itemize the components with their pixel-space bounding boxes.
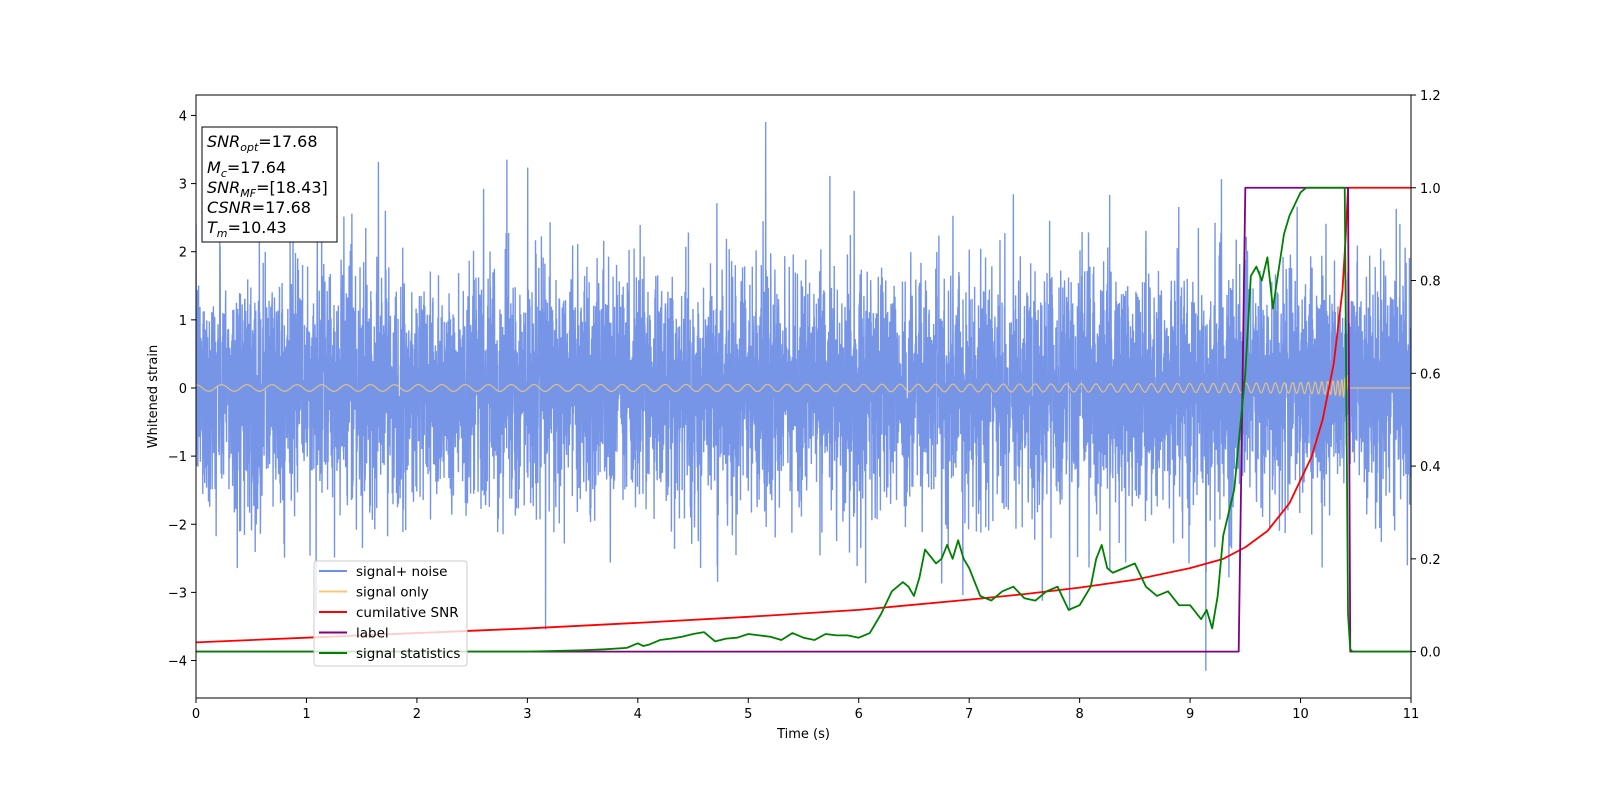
annotation-box: SNRopt=17.68 Mc=17.64 SNRMF=[18.43] CSNR… [201, 126, 338, 243]
series-cumulative-snr [196, 186, 1411, 644]
plot-area [196, 122, 1411, 671]
y2-tick-label: 1.0 [1420, 182, 1441, 197]
legend-label: signal+ noise [356, 564, 447, 580]
y-tick-label: −3 [168, 586, 187, 601]
annotation-snr-mf: SNRMF=[18.43] [207, 178, 328, 200]
series-signal-plus-noise [196, 122, 1411, 671]
x-axis: 0 1 2 3 4 5 6 7 8 9 10 11 [192, 698, 1419, 722]
y2-tick-label: 1.2 [1420, 89, 1441, 104]
x-axis-label: Time (s) [776, 727, 830, 742]
x-tick-label: 6 [855, 707, 863, 722]
y2-tick-label: 0.4 [1420, 460, 1441, 475]
legend: signal+ noise signal only cumilative SNR la… [313, 560, 468, 667]
legend-label: signal statistics [356, 646, 460, 662]
x-tick-label: 9 [1186, 707, 1194, 722]
y-tick-label: 0 [179, 382, 187, 397]
annotation-csnr: CSNR=17.68 [207, 198, 311, 217]
axes-frame [195, 94, 1412, 699]
y-tick-label: −4 [168, 655, 187, 670]
y-tick-label: 3 [179, 178, 187, 193]
x-tick-label: 4 [634, 707, 642, 722]
y-axis-label: Whitened strain [146, 345, 161, 448]
x-tick-label: 0 [192, 707, 200, 722]
y-tick-label: 4 [179, 109, 187, 124]
x-tick-label: 10 [1292, 707, 1309, 722]
legend-box [313, 560, 468, 667]
series-signal-statistics [196, 186, 1411, 653]
x-tick-label: 1 [302, 707, 310, 722]
y-axis-left: 4 3 2 1 0 −1 −2 −3 −4 [168, 109, 196, 670]
y2-tick-label: 0.8 [1420, 275, 1441, 290]
legend-label: label [356, 626, 389, 642]
y2-tick-label: 0.2 [1420, 553, 1441, 568]
legend-label: cumilative SNR [356, 605, 459, 621]
y-tick-label: −2 [168, 518, 187, 533]
y-axis-right: 1.2 1.0 0.8 0.6 0.4 0.2 0.0 [1411, 89, 1441, 661]
legend-label: signal only [356, 585, 429, 601]
y2-tick-label: 0.0 [1420, 646, 1441, 661]
y-tick-label: −1 [168, 450, 187, 465]
y-tick-label: 2 [179, 246, 187, 261]
annotation-mc: Mc=17.64 [207, 158, 286, 180]
y-tick-label: 1 [179, 314, 187, 329]
y2-tick-label: 0.6 [1420, 367, 1441, 382]
x-tick-label: 2 [413, 707, 421, 722]
x-tick-label: 5 [744, 707, 752, 722]
x-tick-label: 7 [965, 707, 973, 722]
x-tick-label: 3 [523, 707, 531, 722]
annotation-snr-opt: SNRopt=17.68 [207, 132, 318, 154]
series-signal-only [196, 374, 1411, 400]
annotation-tm: Tm=10.43 [207, 218, 287, 240]
x-tick-label: 8 [1075, 707, 1083, 722]
x-tick-label: 11 [1403, 707, 1420, 722]
